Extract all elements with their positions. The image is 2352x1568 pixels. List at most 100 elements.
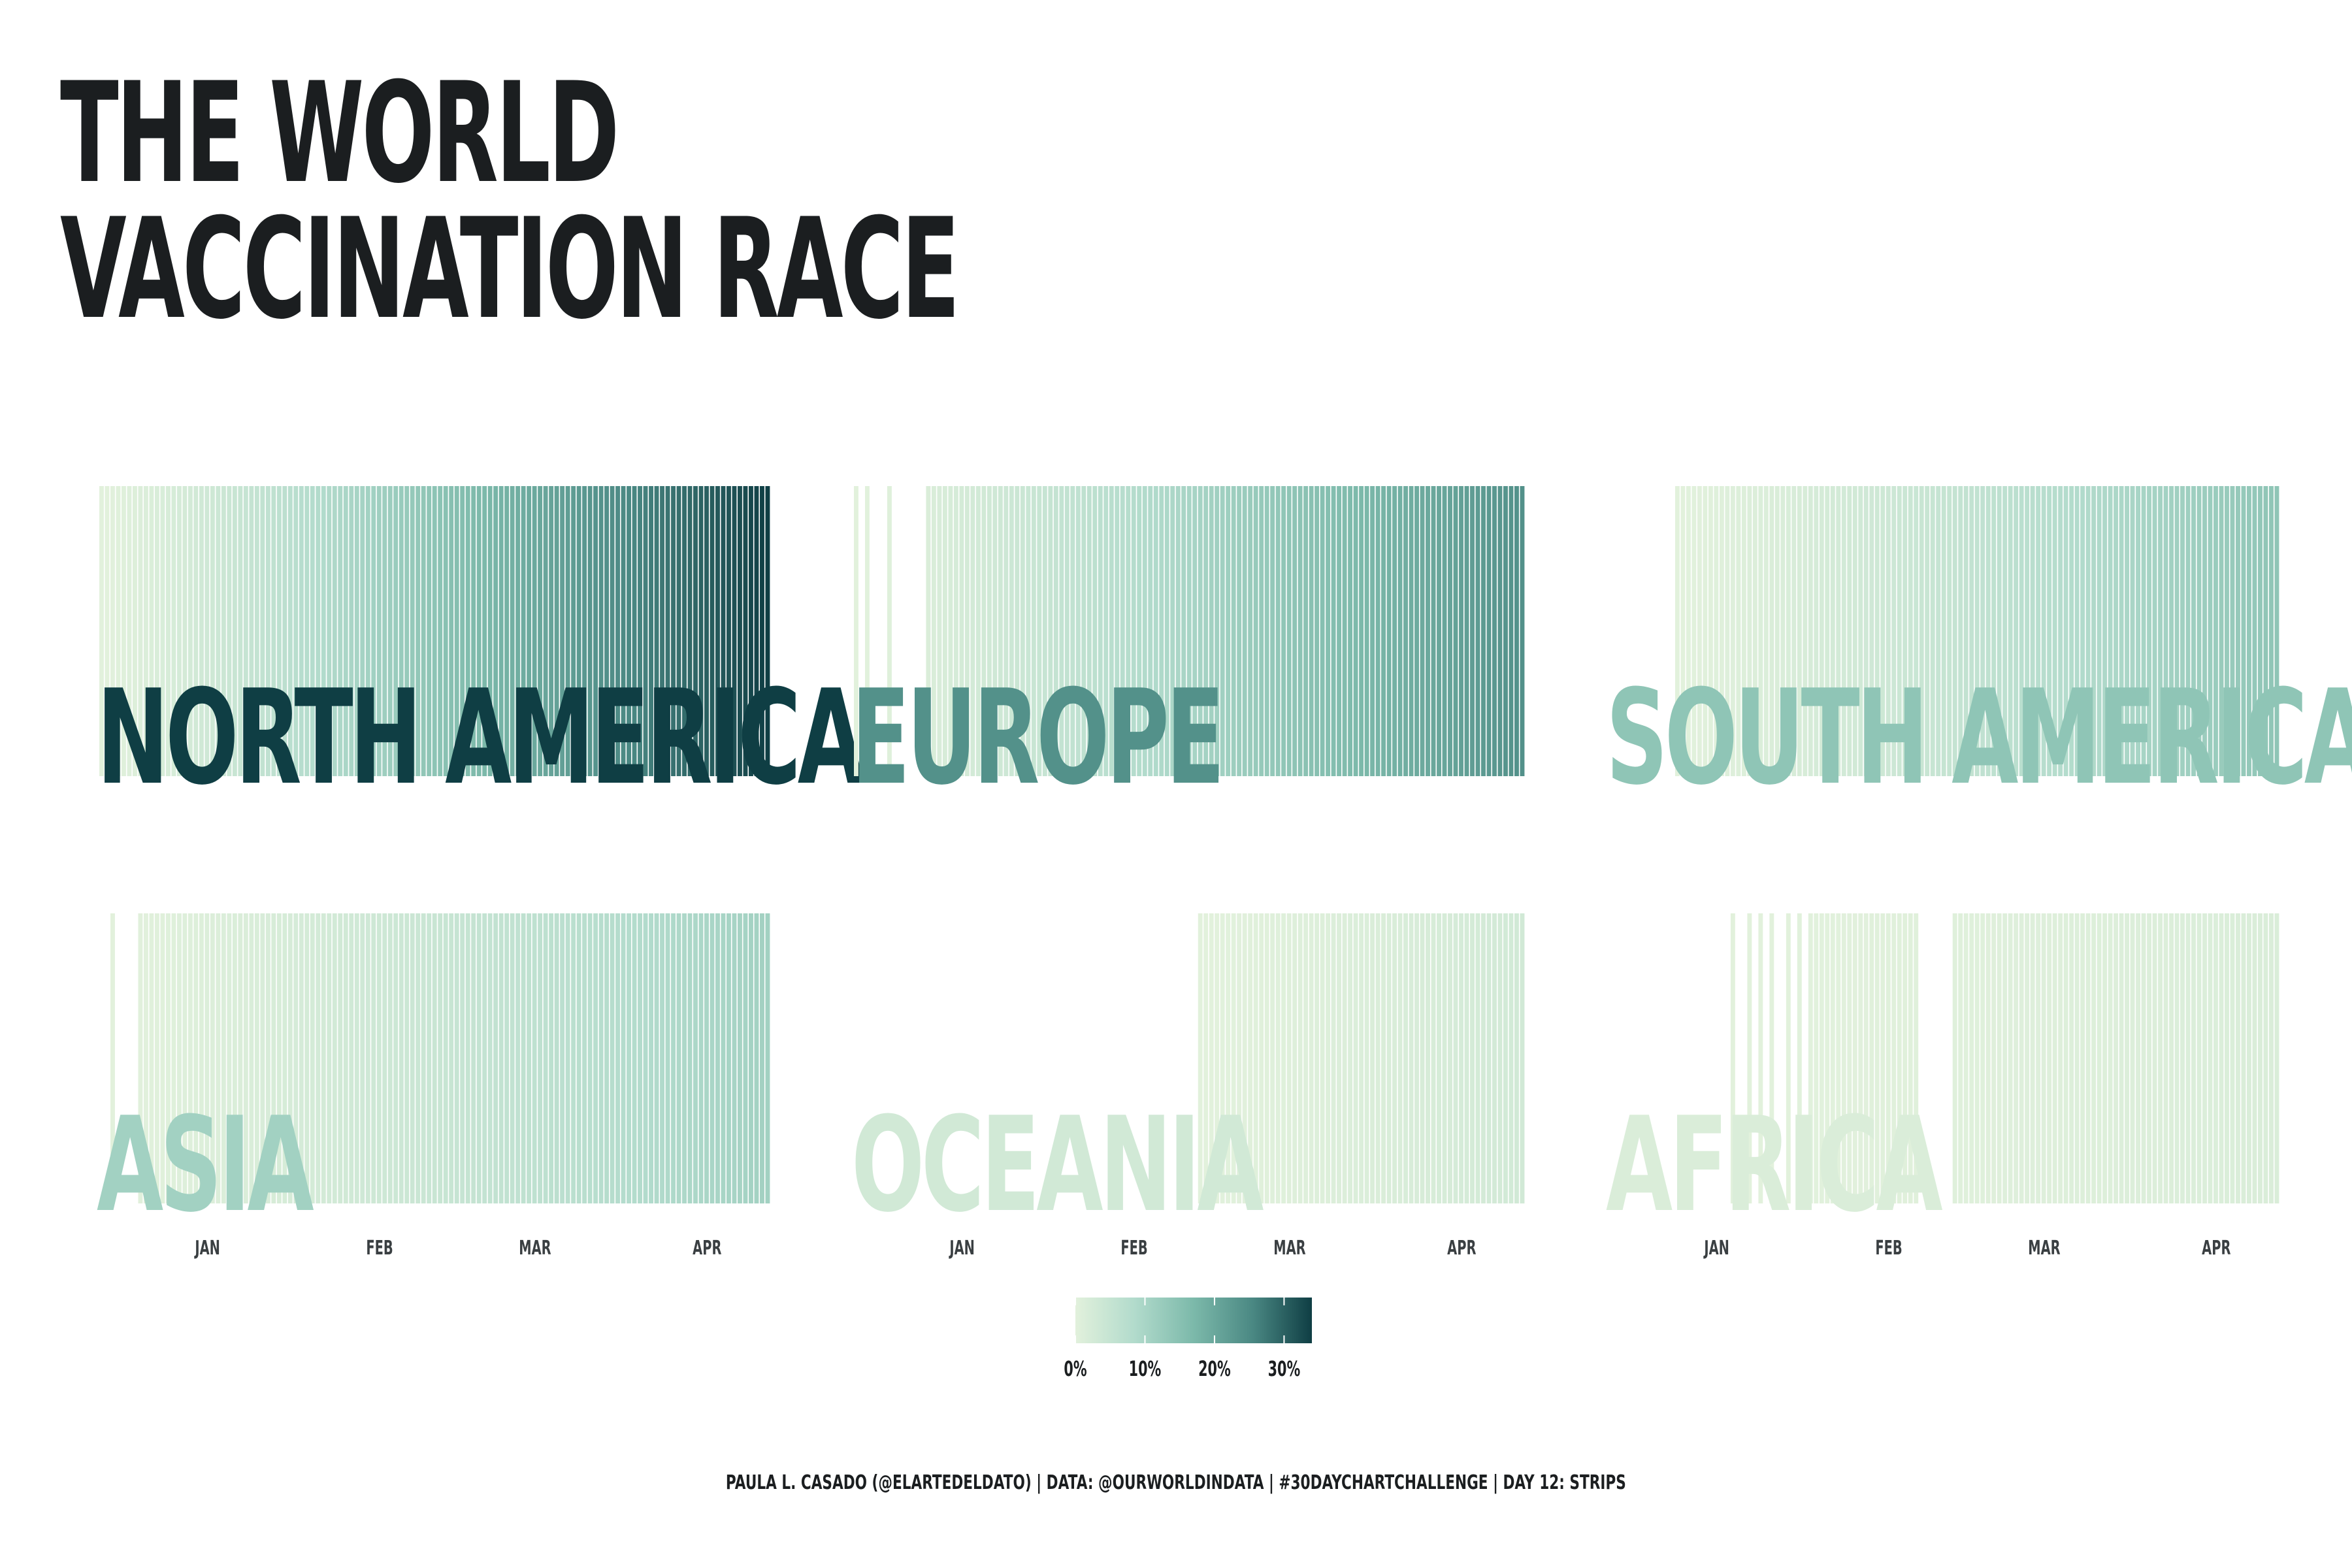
strip-day [143,486,148,776]
strip-day [1841,486,1846,776]
strip-day [149,913,154,1203]
strip-day [1009,486,1014,776]
strip-day [1315,486,1320,776]
strip-day [2108,486,2113,776]
strip-day [1353,486,1358,776]
strip-day [1070,486,1075,776]
strip-day [321,913,326,1203]
strip-day [1958,486,1963,776]
strip-day [2085,486,2091,776]
month-tick-label: APR [2202,1237,2230,1260]
strip-day [1741,486,1746,776]
strip-day [1836,486,1841,776]
strip-day [1420,486,1425,776]
strip-day [1503,486,1508,776]
strip-day [454,913,459,1203]
strip-day [149,486,154,776]
month-tick-label: JAN [949,1237,975,1260]
strip-day [2191,486,2196,776]
strip-day [2058,913,2063,1203]
month-tick-label: FEB [1120,1237,1147,1260]
strip-day [1437,913,1441,1203]
strip-day [1037,486,1042,776]
strip-day [671,913,676,1203]
strip-day [2241,913,2246,1203]
strip-day [1858,913,1863,1203]
strip-day [1381,913,1386,1203]
strip-day [760,913,764,1203]
strip-day [638,913,642,1203]
strip-day [316,486,321,776]
strip-day [704,913,709,1203]
strip-day [532,913,537,1203]
strip-day [1320,486,1325,776]
strip-day [2274,913,2279,1203]
chart-title-line-2: VACCINATION RACE [60,188,960,350]
strip-day [1215,486,1220,776]
strip-day [598,486,604,776]
strip-day [365,486,370,776]
strip-day [343,486,348,776]
strip-day [698,913,704,1203]
strip-day [1453,913,1458,1203]
strip-day [1348,486,1353,776]
strip-day [1015,486,1020,776]
strip-day [1714,486,1719,776]
strip-day [249,486,254,776]
strip-day [948,486,953,776]
series-label: OCEANIA [851,1089,1264,1241]
strip-day [576,913,581,1203]
strip-day [887,486,892,776]
x-axis: JAN FEB MAR APR [949,1237,1477,1260]
strip-day [105,486,110,776]
strip-day [1259,486,1264,776]
strip-day [576,486,581,776]
strip-day [393,486,399,776]
strip-day [1780,486,1786,776]
strip-day [1481,913,1486,1203]
strip-day [1752,486,1757,776]
strip-day [360,913,365,1203]
strip-day [1442,913,1447,1203]
strip-day [1803,486,1808,776]
strip-day [460,913,465,1203]
x-axis: JAN FEB MAR APR [1703,1237,2231,1260]
strip-day [216,913,221,1203]
legend-tick-label: 10% [1129,1356,1162,1381]
strip-day [176,913,182,1203]
strip-day [1292,913,1298,1203]
strip-day [438,486,443,776]
strip-day [171,913,176,1203]
strip-day [2263,486,2268,776]
strip-day [1874,913,1880,1203]
strip-day [487,913,493,1203]
series-label: AFRICA [1606,1089,1943,1241]
strip-day [1686,486,1691,776]
strip-day [188,486,193,776]
strip-day [687,913,693,1203]
strip-day [2163,486,2168,776]
strip-day [2169,913,2174,1203]
strip-day [1925,486,1930,776]
strip-day [154,913,159,1203]
strip-day [1326,486,1331,776]
strip-day [615,486,621,776]
strip-day [1203,913,1209,1203]
panel-south-america: SOUTH AMERICA [1606,486,2352,813]
strip-day [660,913,664,1203]
strip-day [1947,486,1952,776]
series-label: ASIA [97,1089,314,1241]
strip-day [343,913,348,1203]
strip-day [1270,913,1275,1203]
strip-day [1237,486,1242,776]
strip-day [382,486,387,776]
strip-day [1303,486,1309,776]
strip-day [1886,913,1891,1203]
strip-day [2074,913,2080,1203]
strip-day [2180,913,2185,1203]
strip-day [654,486,659,776]
strip-day [2202,913,2207,1203]
strip-day [1747,486,1752,776]
strip-day [632,913,637,1203]
strip-day [2097,913,2102,1203]
